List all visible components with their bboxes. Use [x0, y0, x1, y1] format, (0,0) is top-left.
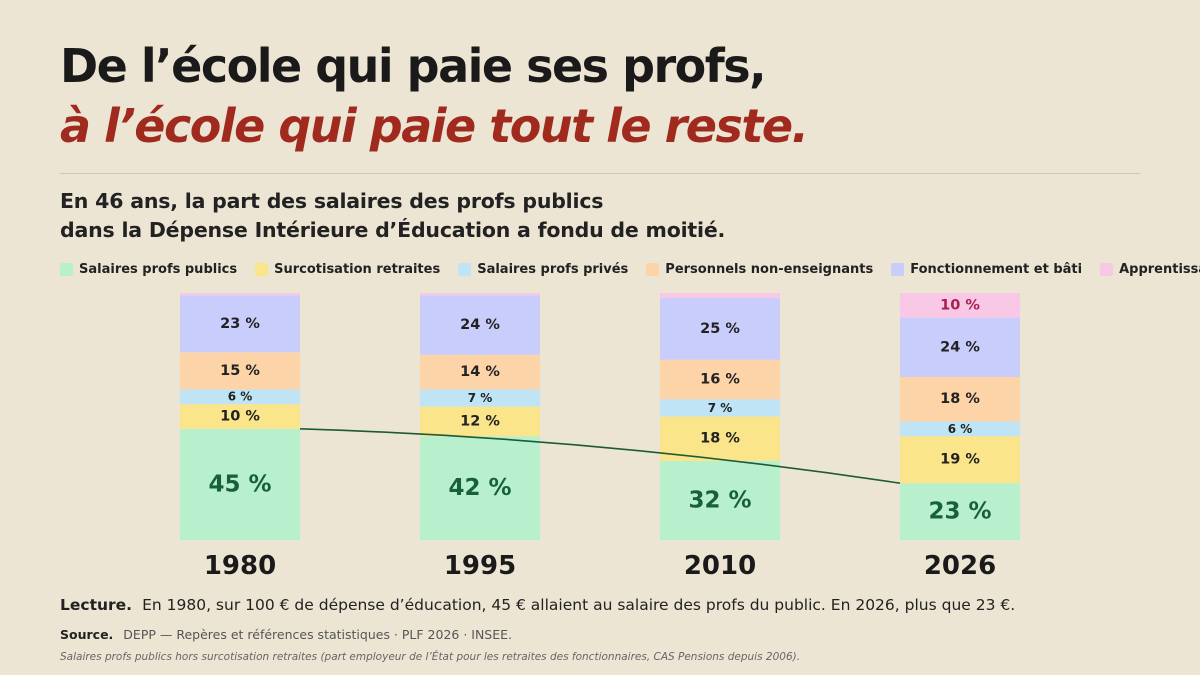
bar-segment — [660, 416, 780, 461]
bar-segment — [900, 483, 1020, 540]
bar-value-label: 15 % — [220, 363, 260, 379]
source-label: Source. — [60, 627, 114, 642]
bar-value-label: 18 % — [940, 391, 980, 407]
trend-line — [299, 428, 901, 484]
bar-segment — [180, 352, 300, 390]
bar-segment — [660, 297, 780, 360]
category-label: 2010 — [684, 551, 756, 581]
footnote: Salaires profs publics hors surcotisatio… — [60, 651, 801, 663]
bar-segment — [420, 354, 540, 390]
legend-item: Apprentissage — [1100, 262, 1200, 277]
category-label: 2026 — [924, 551, 996, 581]
bar-segment — [660, 399, 780, 417]
legend-swatch — [1100, 263, 1114, 276]
bar-value-label: 45 % — [208, 471, 271, 497]
legend-item: Salaires profs publics — [60, 262, 237, 277]
bar-segment — [660, 293, 780, 298]
bar-segment — [660, 359, 780, 400]
bar-segment — [180, 428, 300, 540]
bar-segment — [180, 404, 300, 429]
bar-value-label: 25 % — [700, 321, 740, 337]
bar-value-label: 18 % — [700, 431, 740, 447]
bar-segment — [180, 295, 300, 353]
source-text: DEPP — Repères et références statistique… — [123, 627, 513, 642]
source-note: Source. DEPP — Repères et références stat… — [60, 627, 512, 642]
legend-label: Personnels non-enseignants — [665, 262, 874, 277]
subtitle-line1: En 46 ans, la part des salaires des prof… — [60, 189, 604, 213]
bar-segment — [900, 436, 1020, 484]
legend-label: Salaires profs privés — [477, 262, 629, 277]
lecture-text: En 1980, sur 100 € de dépense d’éducatio… — [142, 596, 1016, 614]
bar-segment — [660, 460, 780, 540]
bar-value-label: 12 % — [460, 413, 500, 429]
subtitle-line2: dans la Dépense Intérieure d’Éducation a… — [60, 218, 726, 242]
legend-swatch — [891, 263, 905, 276]
legend-item: Surcotisation retraites — [255, 262, 440, 277]
bar-value-label: 32 % — [688, 487, 751, 513]
bar-value-label: 24 % — [940, 339, 980, 355]
chart-legend: Salaires profs publics Surcotisation retr… — [60, 262, 1200, 277]
bar-value-label: 24 % — [460, 317, 500, 333]
bar-segment — [900, 421, 1020, 437]
bar-value-label: 19 % — [940, 452, 980, 468]
bar-value-label: 7 % — [708, 401, 733, 415]
bar-value-label: 10 % — [940, 297, 980, 313]
category-label: 1995 — [444, 551, 516, 581]
legend-item: Personnels non-enseignants — [646, 262, 873, 277]
chart-subtitle: En 46 ans, la part des salaires des prof… — [60, 187, 725, 245]
legend-label: Surcotisation retraites — [274, 262, 441, 277]
category-label: 1980 — [204, 551, 276, 581]
bar-value-label: 23 % — [220, 316, 260, 332]
legend-label: Salaires profs publics — [79, 262, 238, 277]
legend-swatch — [255, 263, 269, 276]
chart-title-line2: à l’école qui paie tout le reste. — [60, 99, 809, 153]
bar-segment — [420, 293, 540, 296]
legend-label: Apprentissage — [1119, 262, 1200, 277]
bar-segment — [180, 389, 300, 405]
legend-swatch — [646, 263, 660, 276]
lecture-note: Lecture. En 1980, sur 100 € de dépense d’… — [60, 596, 1015, 614]
legend-label: Fonctionnement et bâti — [910, 262, 1083, 277]
legend-item: Salaires profs privés — [458, 262, 628, 277]
bar-segment — [420, 406, 540, 437]
bar-segment — [420, 389, 540, 407]
chart-title-line1: De l’école qui paie ses profs, — [60, 39, 767, 93]
bar-value-label: 6 % — [228, 390, 253, 404]
lecture-label: Lecture. — [60, 596, 133, 614]
bar-segment — [900, 376, 1020, 422]
bar-value-label: 10 % — [220, 409, 260, 425]
legend-swatch — [458, 263, 472, 276]
legend-swatch — [60, 263, 73, 276]
bar-segment — [420, 436, 540, 540]
bar-segment — [900, 293, 1020, 318]
bar-value-label: 16 % — [700, 371, 740, 387]
bar-value-label: 42 % — [448, 475, 511, 501]
bar-segment — [420, 295, 540, 355]
bar-value-label: 14 % — [460, 364, 500, 380]
legend-item: Fonctionnement et bâti — [891, 262, 1082, 277]
bar-segment — [180, 293, 300, 296]
bar-value-label: 6 % — [948, 422, 973, 436]
title-divider — [60, 173, 1140, 174]
bar-segment — [900, 317, 1020, 377]
bar-value-label: 7 % — [468, 391, 493, 405]
bar-value-label: 23 % — [928, 499, 991, 525]
